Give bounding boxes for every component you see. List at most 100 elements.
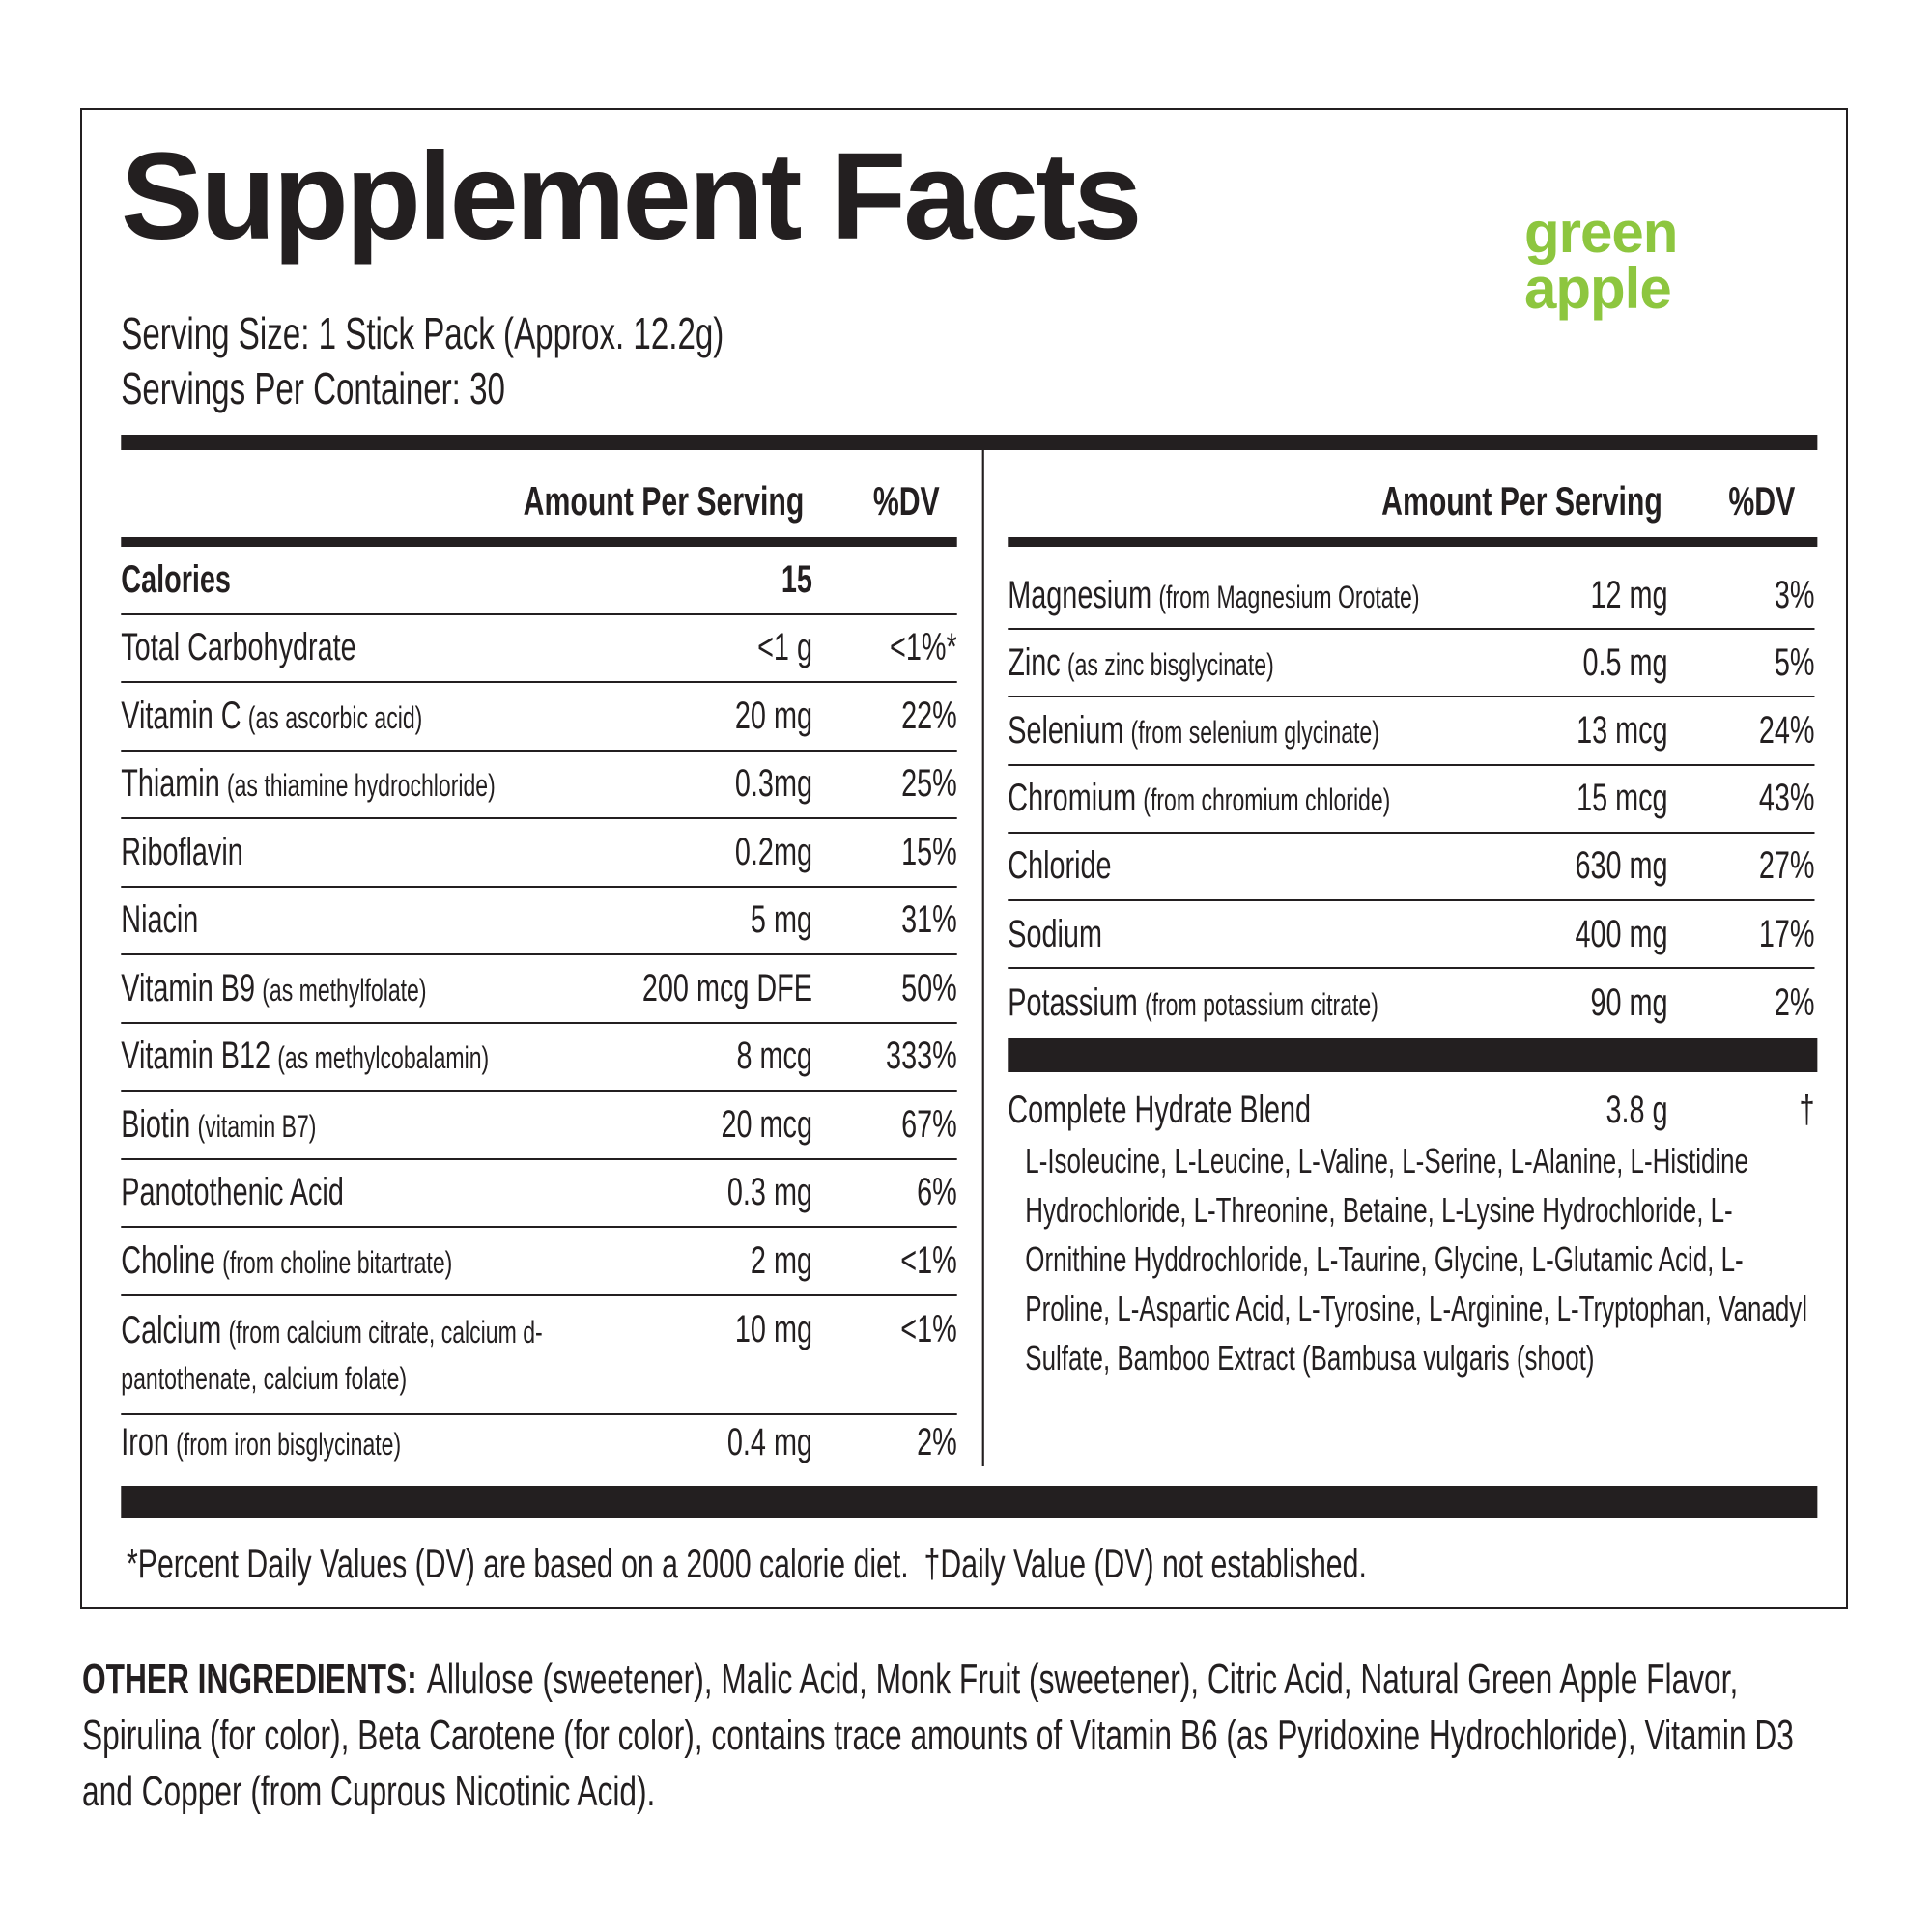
amount: 13 mcg <box>1577 708 1668 752</box>
nutrient-name-cell: Vitamin B9 (as methylfolate) <box>121 967 604 1010</box>
nutrient-row: Panotothenic Acid 0.3 mg 6% <box>121 1160 957 1228</box>
other-ingredients-text: Allulose (sweetener), Malic Acid, Monk F… <box>81 1656 1794 1815</box>
header-rule <box>1008 537 1818 547</box>
nutrient-name-cell: Potassium (from potassium citrate) <box>1008 981 1459 1025</box>
other-ingredients-label: OTHER INGREDIENTS: <box>81 1656 417 1703</box>
nutrient-name-cell: Chloride <box>1008 844 1459 888</box>
nutrient-name-cell: Total Carbohydrate <box>121 626 604 669</box>
nutrient-note: (as methylcobalamin) <box>277 1040 490 1076</box>
nutrient-name: Riboflavin <box>121 830 243 873</box>
nutrient-row: Vitamin B9 (as methylfolate) 200 mcg DFE 50… <box>121 955 957 1024</box>
nutrient-name: Calcium <box>121 1308 222 1351</box>
blend-dv: † <box>1799 1088 1815 1131</box>
nutrient-name-cell: Vitamin C (as ascorbic acid) <box>121 695 604 738</box>
nutrient-name: Total Carbohydrate <box>121 626 356 669</box>
amount: 5 mg <box>750 898 812 942</box>
nutrient-name-cell: Calories <box>121 558 604 602</box>
nutrient-name-cell: Panotothenic Acid <box>121 1171 604 1214</box>
daily-value: 31% <box>901 898 957 942</box>
amount: 8 mcg <box>736 1035 812 1078</box>
nutrient-row: Chromium (from chromium chloride) 15 mcg 43… <box>1008 766 1815 834</box>
nutrient-row: Riboflavin 0.2mg 15% <box>121 819 957 888</box>
daily-value: 17% <box>1758 912 1815 955</box>
flavor: green apple <box>1524 200 1678 321</box>
nutrient-note: (vitamin B7) <box>197 1108 317 1144</box>
nutrient-row: Choline (from choline bitartrate) 2 mg <1% <box>121 1228 957 1296</box>
nutrient-note: (from calcium citrate, calcium d-pantoth… <box>121 1314 543 1396</box>
daily-value: <1%* <box>890 626 957 669</box>
amount: 630 mg <box>1575 844 1668 888</box>
label-border <box>80 108 1848 1609</box>
header-rule <box>121 537 957 547</box>
daily-value: 5% <box>1774 640 1815 684</box>
daily-value: 333% <box>886 1035 957 1078</box>
daily-value: 3% <box>1774 573 1815 616</box>
title: Supplement Facts <box>121 128 1142 266</box>
daily-value: 22% <box>901 694 957 737</box>
nutrient-name: Sodium <box>1008 912 1102 955</box>
nutrient-row: Selenium (from selenium glycinate) 13 mcg 2… <box>1008 697 1815 766</box>
daily-value: <1% <box>900 1238 957 1282</box>
nutrient-name: Choline <box>121 1238 215 1282</box>
nutrient-row: Vitamin B12 (as methylcobalamin) 8 mcg 333% <box>121 1024 957 1092</box>
nutrient-row: Chloride 630 mg 27% <box>1008 834 1815 901</box>
nutrient-name-cell: Sodium <box>1008 913 1459 956</box>
nutrient-row: Sodium 400 mg 17% <box>1008 901 1815 970</box>
daily-value: <1% <box>900 1307 957 1350</box>
flavor-line: apple <box>1524 256 1672 321</box>
column-header: Amount Per Serving <box>1381 478 1662 524</box>
nutrient-name-cell: Vitamin B12 (as methylcobalamin) <box>121 1035 604 1078</box>
nutrient-note: (as thiamine hydrochloride) <box>226 768 496 804</box>
nutrient-name: Magnesium <box>1008 573 1152 616</box>
daily-value: 2% <box>917 1421 957 1463</box>
servings-per-container: Servings Per Container: 30 <box>121 363 505 413</box>
amount: 15 <box>781 557 812 601</box>
nutrient-name: Selenium <box>1008 708 1124 752</box>
amount: 200 mcg DFE <box>641 966 812 1009</box>
nutrient-name: Panotothenic Acid <box>121 1171 344 1214</box>
nutrient-name: Thiamin <box>121 762 220 806</box>
nutrient-name: Iron <box>121 1421 169 1463</box>
nutrient-name-cell: Riboflavin <box>121 831 604 874</box>
nutrient-name: Zinc <box>1008 640 1061 684</box>
nutrient-row: Zinc (as zinc bisglycinate) 0.5 mg 5% <box>1008 630 1815 698</box>
amount: 12 mg <box>1590 573 1668 616</box>
column-header: Amount Per Serving <box>523 478 805 524</box>
nutrient-note: (from iron bisglycinate) <box>176 1427 402 1462</box>
nutrient-name: Vitamin B9 <box>121 966 256 1009</box>
amount: 0.3mg <box>734 762 812 806</box>
nutrient-name-cell: Biotin (vitamin B7) <box>121 1103 604 1147</box>
nutrient-note: (as methylfolate) <box>262 972 427 1008</box>
amount: 400 mg <box>1575 912 1668 955</box>
daily-value: 27% <box>1758 844 1815 888</box>
amount: 20 mcg <box>721 1102 812 1146</box>
blend-name: Complete Hydrate Blend <box>1008 1088 1312 1131</box>
nutrient-note: (from selenium glycinate) <box>1130 714 1379 750</box>
daily-value: 15% <box>901 830 957 873</box>
daily-value: 25% <box>901 762 957 806</box>
nutrient-name-cell: Magnesium (from Magnesium Orotate) <box>1008 574 1459 617</box>
nutrient-row: Magnesium (from Magnesium Orotate) 12 mg 3% <box>1008 562 1815 631</box>
blend-row: Complete Hydrate Blend 3.8 g † <box>1008 1084 1814 1136</box>
nutrient-name-cell: Choline (from choline bitartrate) <box>121 1239 604 1283</box>
nutrient-row: Thiamin (as thiamine hydrochloride) 0.3mg 2… <box>121 752 957 819</box>
column-divider <box>981 450 984 1466</box>
daily-value: 6% <box>917 1171 957 1214</box>
serving-size: Serving Size: 1 Stick Pack (Approx. 12.2… <box>121 308 724 358</box>
nutrient-note: (from choline bitartrate) <box>222 1244 453 1280</box>
nutrient-row: Calories 15 <box>121 547 957 615</box>
nutrient-name: Potassium <box>1008 980 1138 1024</box>
nutrient-name-cell: Thiamin (as thiamine hydrochloride) <box>121 762 604 806</box>
nutrient-note: (from Magnesium Orotate) <box>1158 579 1420 614</box>
nutrient-name: Chloride <box>1008 844 1112 888</box>
amount: 10 mg <box>734 1307 812 1350</box>
nutrient-row: Vitamin C (as ascorbic acid) 20 mg 22% <box>121 683 957 752</box>
flavor-line: green <box>1524 200 1678 265</box>
daily-value: 67% <box>901 1102 957 1146</box>
nutrient-name: Calories <box>121 557 231 601</box>
nutrient-note: (from potassium citrate) <box>1144 986 1378 1022</box>
nutrient-name-cell: Zinc (as zinc bisglycinate) <box>1008 641 1459 685</box>
nutrient-name: Vitamin B12 <box>121 1035 271 1078</box>
column-header: %DV <box>872 478 940 524</box>
